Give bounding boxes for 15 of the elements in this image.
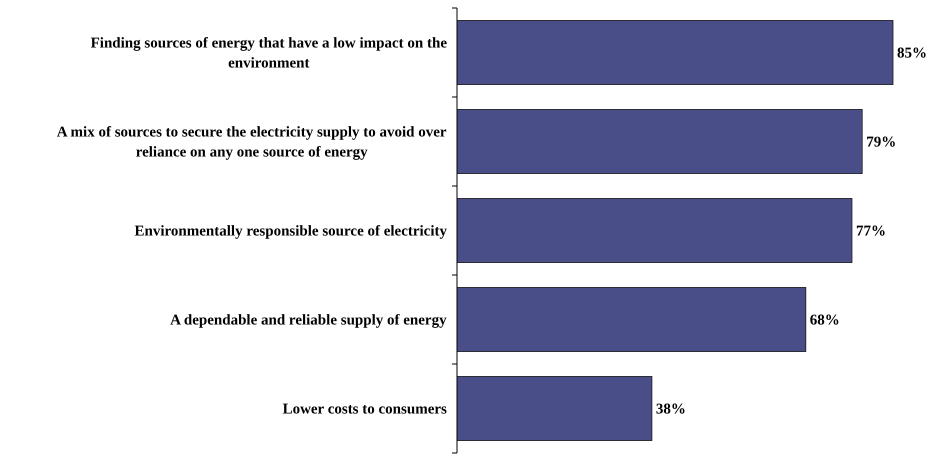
bar <box>456 198 852 263</box>
data-label: 68% <box>810 312 840 328</box>
y-tick-label: Lower costs to consumers <box>282 402 448 418</box>
bar <box>456 376 652 441</box>
y-tick-label: A mix of sources to secure the electricity supply to avoid over reliance on any one source of energy <box>56 124 447 160</box>
y-tick-label: A dependable and reliable supply of energy <box>170 312 448 328</box>
data-label: 38% <box>656 402 686 418</box>
data-label: 77% <box>856 224 886 240</box>
data-label: 79% <box>866 134 896 150</box>
bar <box>456 109 863 174</box>
data-label: 85% <box>897 46 927 62</box>
bar <box>456 287 806 352</box>
y-tick-label: Finding sources of energy that have a low impact on the environment <box>90 36 448 72</box>
bar <box>456 20 894 85</box>
y-tick-label: Environmentally responsible source of electricity <box>134 224 448 240</box>
